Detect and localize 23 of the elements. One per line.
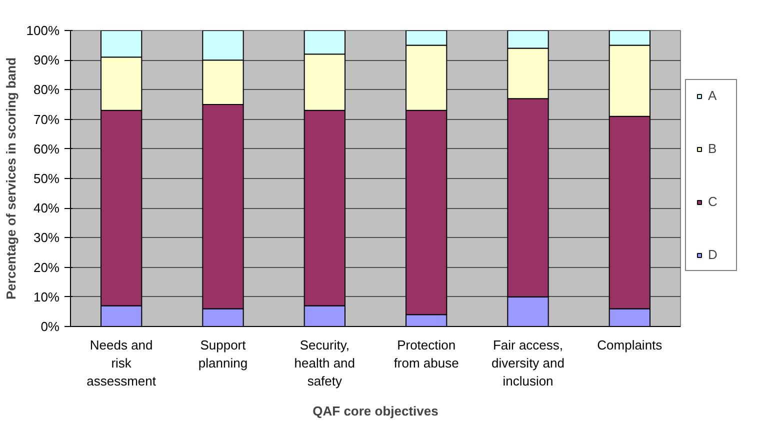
y-axis-title: Percentage of services in scoring band xyxy=(3,57,18,300)
legend-label: D xyxy=(708,247,718,262)
y-tick-label: 10% xyxy=(33,289,60,304)
x-tick-label: Needs and risk assessment xyxy=(86,338,156,388)
x-tick-label: Security, health and safety xyxy=(294,338,356,388)
x-axis-title: QAF core objectives xyxy=(312,404,438,418)
x-tick-label: Fair access, diversity and inclusion xyxy=(492,338,564,388)
y-tick-label: 90% xyxy=(33,52,60,68)
y-tick-label: 100% xyxy=(26,23,60,38)
y-tick-label: 70% xyxy=(33,112,60,127)
x-tick-label: Protection from abuse xyxy=(394,338,459,370)
legend-label: A xyxy=(708,88,718,103)
y-tick-label: 50% xyxy=(33,171,60,186)
y-tick-label: 0% xyxy=(40,319,60,334)
x-tick-label: Complaints xyxy=(597,338,663,352)
x-tick-label: Support planning xyxy=(198,338,248,370)
y-tick-label: 20% xyxy=(33,260,60,275)
legend-label: B xyxy=(708,141,718,156)
y-tick-label: 30% xyxy=(33,230,60,246)
y-tick-label: 80% xyxy=(33,82,60,98)
y-tick-label: 60% xyxy=(33,141,60,156)
legend-label: C xyxy=(708,194,718,209)
y-tick-label: 40% xyxy=(33,200,60,216)
